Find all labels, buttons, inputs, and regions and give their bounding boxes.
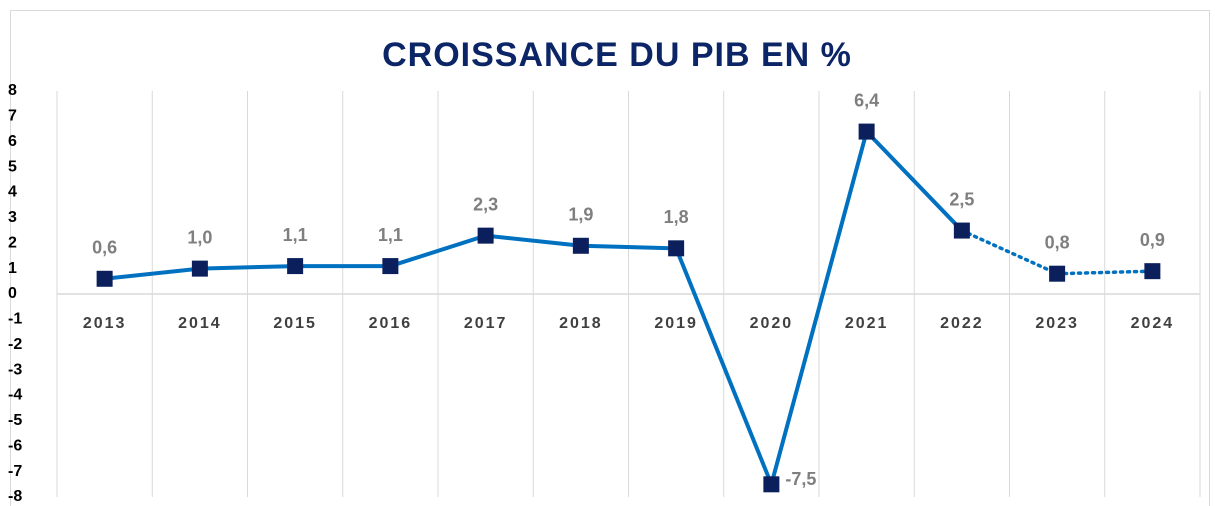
value-label: 0,9 (1140, 230, 1165, 250)
x-tick-label: 2013 (83, 315, 127, 332)
x-tick-label: 2018 (559, 315, 603, 332)
marker (572, 237, 589, 254)
marker (668, 240, 685, 257)
marker (953, 222, 970, 239)
chart-border (10, 10, 1210, 506)
y-tick-label: -6 (8, 437, 22, 454)
value-label: 2,5 (949, 189, 974, 209)
x-tick-label: 2014 (178, 315, 222, 332)
value-label: 1,8 (664, 207, 689, 227)
y-tick-label: 3 (8, 209, 17, 226)
x-tick-label: 2019 (654, 315, 698, 332)
y-tick-label: -3 (8, 361, 22, 378)
value-label: 1,1 (378, 225, 403, 245)
y-tick-label: 0 (8, 285, 17, 302)
y-tick-label: -4 (8, 387, 22, 404)
y-tick-label: -5 (8, 412, 22, 429)
value-label: 0,6 (92, 238, 117, 258)
marker (477, 227, 494, 244)
x-tick-label: 2017 (464, 315, 508, 332)
value-label: 1,1 (283, 225, 308, 245)
value-label: -7,5 (785, 469, 816, 489)
y-tick-label: -1 (8, 311, 22, 328)
value-label: 2,3 (473, 194, 498, 214)
marker (763, 476, 780, 493)
x-tick-label: 2016 (369, 315, 413, 332)
value-label: 1,9 (568, 205, 593, 225)
x-tick-label: 2022 (940, 315, 984, 332)
marker (1049, 265, 1066, 282)
y-tick-label: 1 (8, 260, 17, 277)
value-label: 0,8 (1045, 232, 1070, 252)
marker (191, 260, 208, 277)
series-line (104, 129, 964, 487)
y-tick-label: 4 (8, 184, 17, 201)
y-tick-label: -7 (8, 463, 22, 480)
marker (858, 123, 875, 140)
y-tick-label: -8 (8, 488, 22, 505)
x-tick-label: 2015 (273, 315, 317, 332)
y-tick-label: 2 (8, 234, 17, 251)
marker (287, 258, 304, 275)
x-tick-label: 2021 (845, 315, 889, 332)
y-tick-label: 6 (8, 133, 17, 150)
marker (96, 270, 113, 287)
y-tick-label: 7 (8, 108, 17, 125)
x-tick-label: 2024 (1131, 315, 1175, 332)
x-tick-label: 2023 (1035, 315, 1079, 332)
value-label: 6,4 (854, 90, 879, 110)
marker (1144, 263, 1161, 280)
y-tick-label: 5 (8, 158, 17, 175)
marker (382, 258, 399, 275)
y-tick-label: 8 (8, 82, 17, 99)
chart-title: CROISSANCE DU PIB EN % (382, 36, 852, 74)
value-label: 1,0 (187, 227, 212, 247)
y-tick-label: -2 (8, 336, 22, 353)
x-tick-label: 2020 (750, 315, 794, 332)
